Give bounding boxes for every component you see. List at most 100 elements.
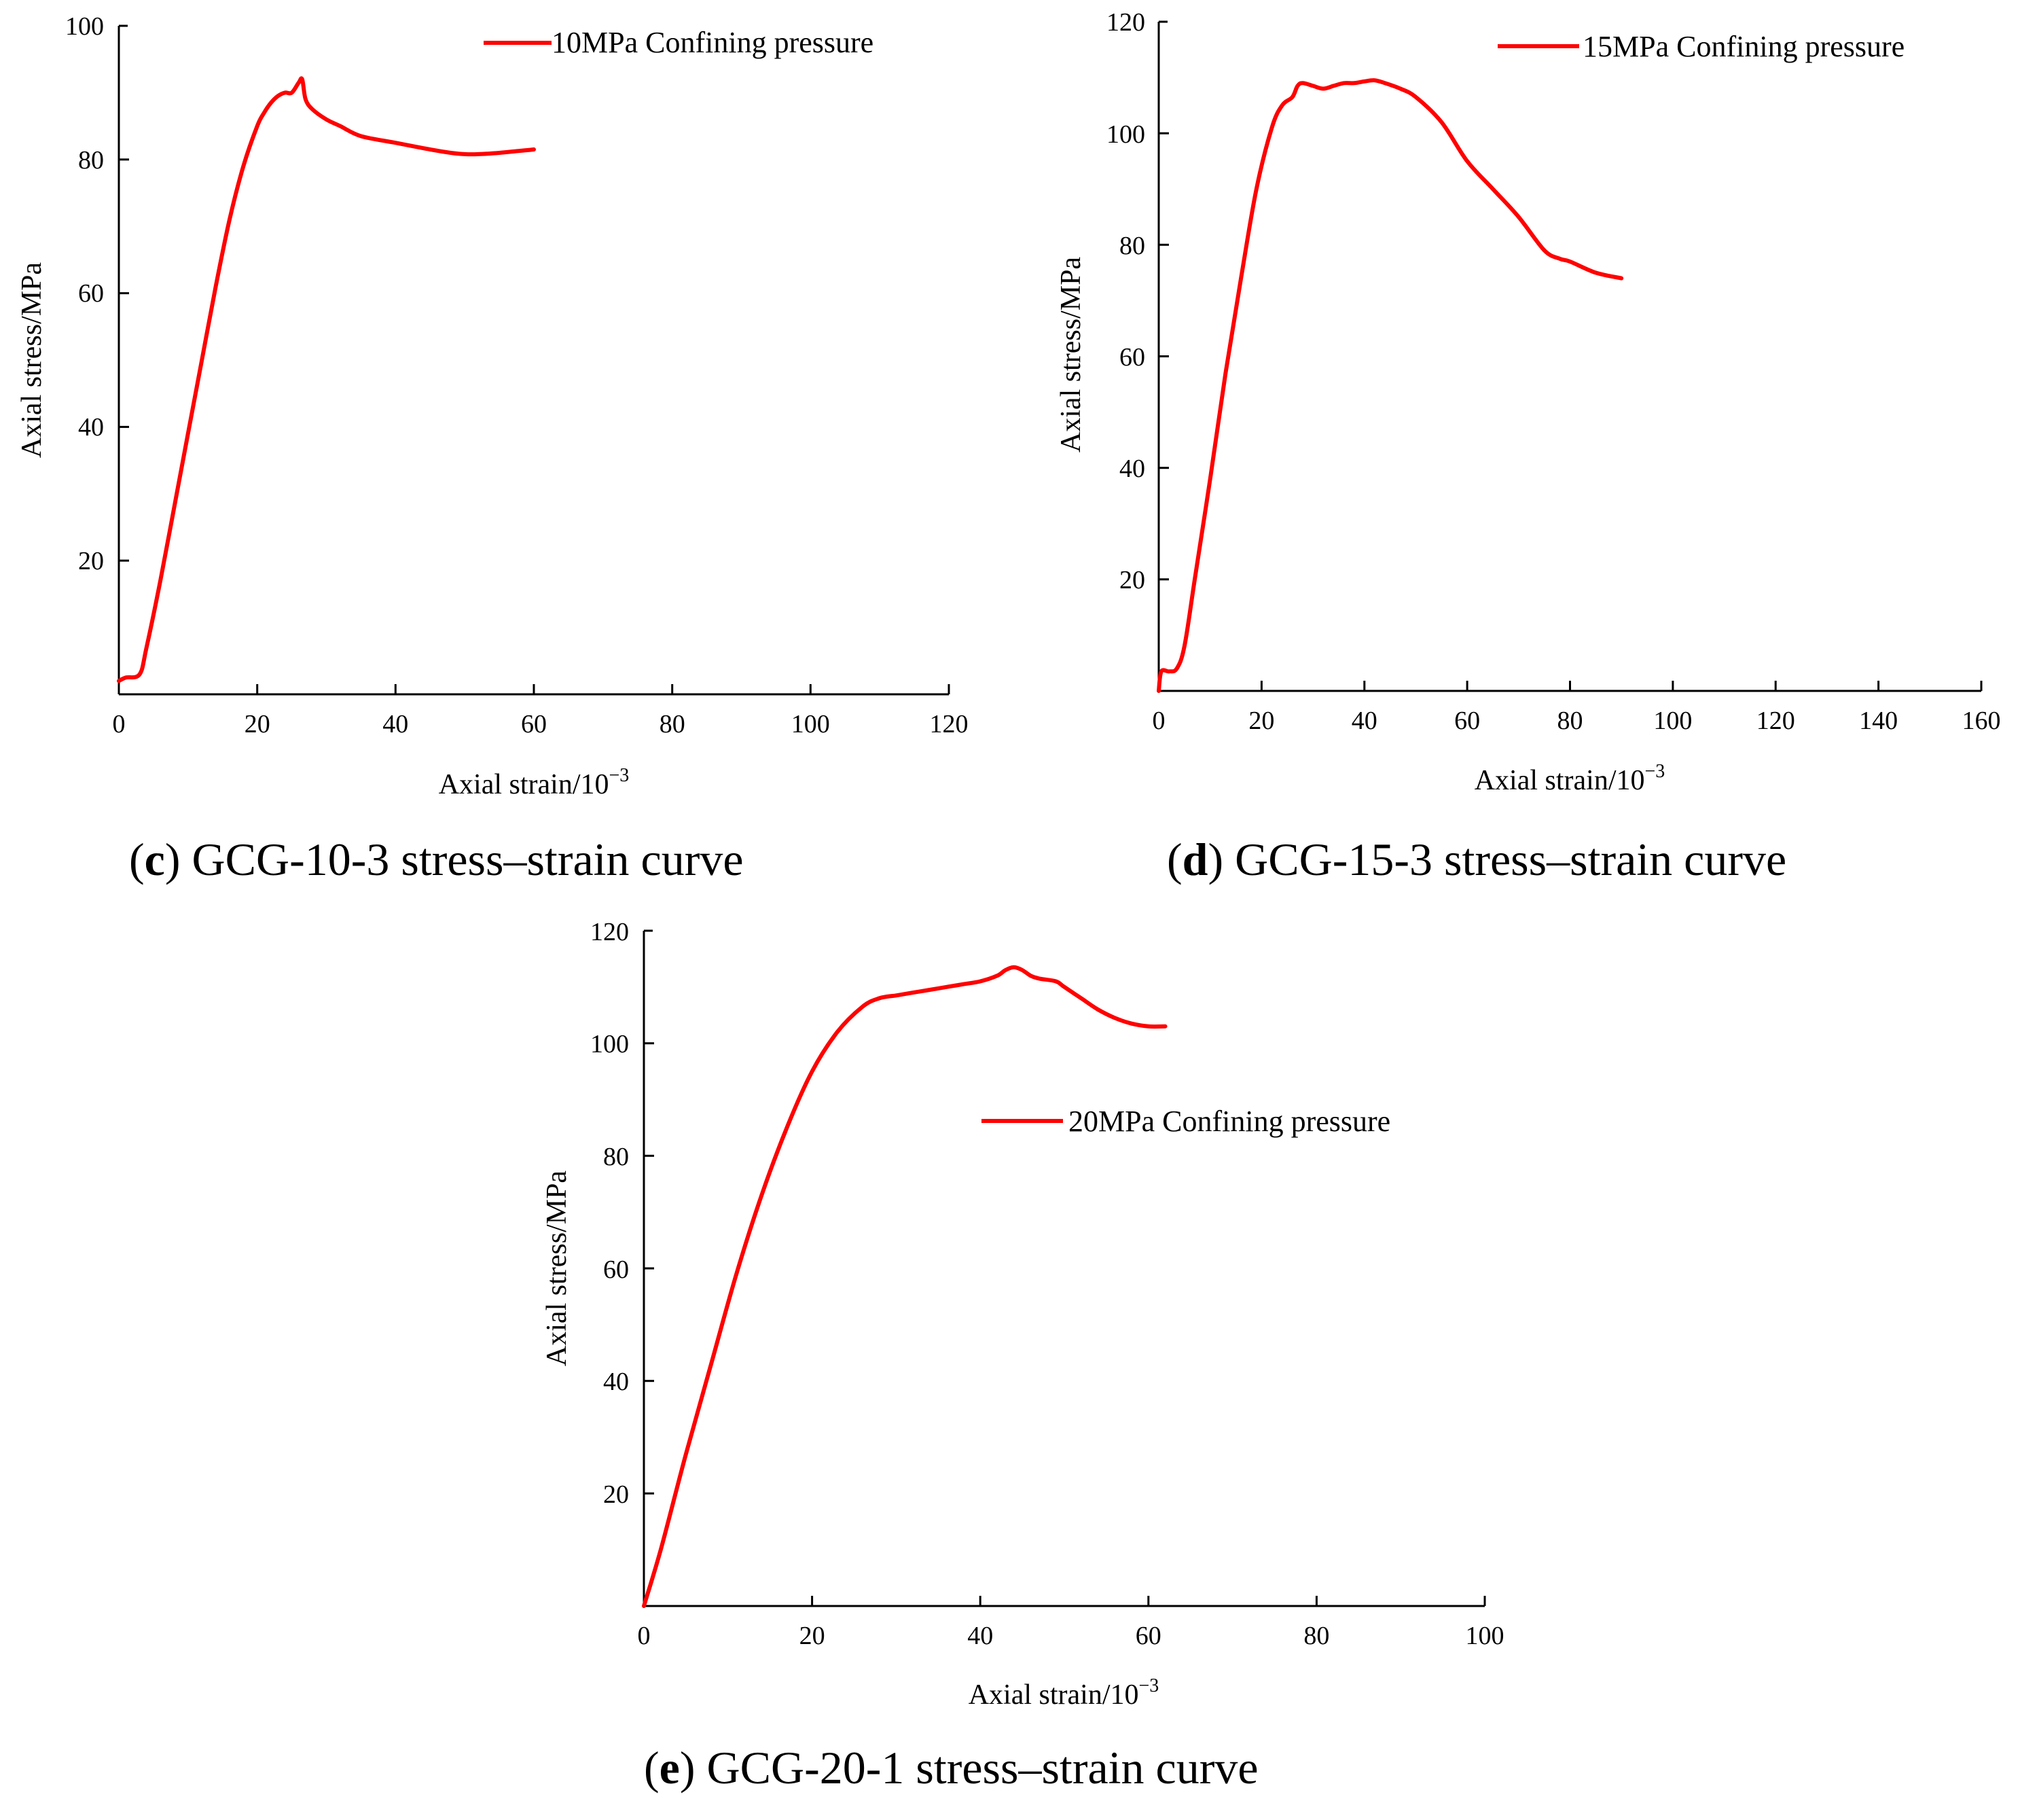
panel-c-y-tick: 20 bbox=[78, 547, 129, 575]
panel-e-series-line bbox=[642, 965, 1168, 1608]
panel-d-x-ticks: 0 20 40 60 80 100 120 140 160 bbox=[1153, 681, 2001, 735]
panel-e-y-tick: 100 bbox=[590, 1030, 654, 1058]
panel-d-y-tick: 100 bbox=[1106, 120, 1169, 149]
panel-e-y-tick: 20 bbox=[603, 1480, 654, 1509]
panel-e-x-ticks: 0 20 40 60 80 100 bbox=[638, 1596, 1504, 1650]
panel-d-axes bbox=[1157, 20, 1981, 692]
panel-d-x-tick: 100 bbox=[1653, 681, 1692, 735]
panel-d-x-tick-label: 120 bbox=[1756, 707, 1795, 735]
panel-c-y-tick-label: 20 bbox=[78, 547, 104, 575]
panel-c-y-tick-label: 100 bbox=[65, 12, 104, 41]
panel-d-series-line bbox=[1157, 78, 1624, 693]
panel-e-y-tick-label: 80 bbox=[603, 1143, 629, 1171]
panel-c-y-tick-label: 40 bbox=[78, 413, 104, 442]
panel-c-x-tick: 60 bbox=[521, 684, 547, 738]
panel-d-y-tick: 120 bbox=[1106, 8, 1145, 37]
panel-d-y-tick-label: 120 bbox=[1106, 8, 1145, 37]
panel-e-caption-letter: e bbox=[660, 1742, 680, 1794]
panel-e-legend-label: 20MPa Confining pressure bbox=[1068, 1105, 1390, 1138]
panel-e-y-tick-label: 20 bbox=[603, 1480, 629, 1509]
panel-d-x-tick-label: 160 bbox=[1962, 707, 2001, 735]
panel-c-x-tick: 40 bbox=[382, 684, 408, 738]
panel-c-legend: 10MPa Confining pressure bbox=[484, 26, 873, 59]
panel-e-axes bbox=[643, 929, 1485, 1607]
panel-e-x-tick-label: 40 bbox=[967, 1622, 993, 1650]
panel-c-x-tick: 100 bbox=[791, 684, 830, 738]
panel-e-y-ticks: 20 40 60 80 100 120 bbox=[590, 918, 654, 1509]
panel-d-x-tick-label: 100 bbox=[1653, 707, 1692, 735]
panel-d-x-tick: 40 bbox=[1352, 681, 1377, 735]
panel-d-caption-letter: d bbox=[1183, 834, 1208, 885]
panel-e-x-tick-label: 60 bbox=[1136, 1622, 1161, 1650]
panel-c-x-axis-title: Axial strain/10−3 bbox=[439, 765, 630, 800]
panel-d-legend-label: 15MPa Confining pressure bbox=[1583, 30, 1905, 63]
panel-d-x-tick: 20 bbox=[1248, 681, 1274, 735]
panel-c-x-ticks: 0 20 40 60 80 100 120 bbox=[113, 684, 969, 738]
panel-d-x-axis-title: Axial strain/10−3 bbox=[1475, 761, 1665, 796]
panel-e-caption: (e) GCG-20-1 stress–strain curve bbox=[644, 1742, 1259, 1794]
panel-e-x-tick-label: 20 bbox=[799, 1622, 825, 1650]
panel-e-x-tick: 100 bbox=[1466, 1596, 1504, 1650]
panel-d: 0 20 40 60 80 100 120 140 160 20 40 60 8… bbox=[1056, 8, 2001, 885]
panel-c-x-tick-label: 60 bbox=[521, 710, 547, 738]
panel-c-x-tick-label: 0 bbox=[113, 710, 126, 738]
panel-e-x-axis-title-exp: −3 bbox=[1139, 1675, 1159, 1696]
panel-d-x-tick: 140 bbox=[1859, 681, 1898, 735]
panel-c: 0 20 40 60 80 100 120 20 40 60 80 100 10… bbox=[16, 12, 969, 885]
panel-d-caption: (d) GCG-15-3 stress–strain curve bbox=[1167, 834, 1786, 885]
panel-d-x-axis-title-base: Axial strain/10 bbox=[1475, 765, 1645, 796]
panel-d-x-tick-label: 40 bbox=[1352, 707, 1377, 735]
panel-d-x-tick: 80 bbox=[1557, 681, 1583, 735]
panel-e-x-tick: 60 bbox=[1136, 1596, 1161, 1650]
panel-d-y-tick: 60 bbox=[1119, 343, 1169, 372]
panel-c-y-axis-title: Axial stress/MPa bbox=[16, 262, 48, 459]
panel-c-axes bbox=[118, 24, 949, 696]
panel-e-y-tick: 80 bbox=[603, 1143, 654, 1171]
panel-c-legend-label: 10MPa Confining pressure bbox=[552, 26, 873, 59]
panel-e-x-tick-label: 100 bbox=[1466, 1622, 1504, 1650]
panel-e-y-tick-label: 120 bbox=[590, 918, 629, 946]
panel-c-x-axis-title-exp: −3 bbox=[609, 765, 630, 786]
panel-d-legend: 15MPa Confining pressure bbox=[1498, 30, 1905, 63]
panel-c-y-ticks: 20 40 60 80 100 bbox=[65, 12, 129, 575]
panel-e-y-tick-label: 100 bbox=[590, 1030, 629, 1058]
panel-d-caption-text: GCG-15-3 stress–strain curve bbox=[1235, 834, 1786, 885]
panel-e-y-tick: 60 bbox=[603, 1255, 654, 1284]
panel-e-x-axis-title-base: Axial strain/10 bbox=[969, 1679, 1139, 1711]
panel-d-x-tick: 120 bbox=[1756, 681, 1795, 735]
panel-e-caption-text: GCG-20-1 stress–strain curve bbox=[707, 1742, 1259, 1794]
panel-c-x-tick-label: 80 bbox=[660, 710, 685, 738]
panel-c-x-tick-label: 20 bbox=[245, 710, 270, 738]
panel-c-caption-text: GCG-10-3 stress–strain curve bbox=[192, 834, 744, 885]
panel-d-y-ticks: 20 40 60 80 100 120 bbox=[1106, 8, 1169, 594]
panel-d-y-tick-label: 60 bbox=[1119, 343, 1145, 372]
panel-c-x-tick: 120 bbox=[930, 684, 969, 738]
panel-e-y-axis-title: Axial stress/MPa bbox=[541, 1171, 573, 1367]
panel-c-series-line bbox=[117, 76, 536, 683]
panel-c-y-tick: 100 bbox=[65, 12, 104, 41]
panel-e-y-tick: 40 bbox=[603, 1368, 654, 1396]
panel-d-y-tick: 80 bbox=[1119, 232, 1169, 260]
panel-e-y-tick-label: 60 bbox=[603, 1255, 629, 1284]
panel-d-x-tick: 160 bbox=[1962, 681, 2001, 735]
panel-e-x-tick: 20 bbox=[799, 1596, 825, 1650]
panel-c-x-tick: 80 bbox=[660, 684, 685, 738]
panel-d-y-tick-label: 80 bbox=[1119, 232, 1145, 260]
panel-d-x-tick-label: 140 bbox=[1859, 707, 1898, 735]
panel-e-x-tick-label: 80 bbox=[1303, 1622, 1329, 1650]
panel-c-x-tick-label: 100 bbox=[791, 710, 830, 738]
panel-d-y-tick-label: 100 bbox=[1106, 120, 1145, 149]
panel-c-y-tick: 60 bbox=[78, 279, 129, 308]
panel-c-caption-letter: c bbox=[145, 834, 165, 885]
panel-c-caption: (c) GCG-10-3 stress–strain curve bbox=[129, 834, 744, 885]
panel-e-x-axis-title: Axial strain/10−3 bbox=[969, 1675, 1159, 1711]
panel-e-x-tick: 80 bbox=[1303, 1596, 1329, 1650]
panel-e-y-tick: 120 bbox=[590, 918, 629, 946]
panel-e-x-tick-label: 0 bbox=[638, 1622, 651, 1650]
panel-c-x-tick-label: 40 bbox=[382, 710, 408, 738]
panel-d-y-tick-label: 20 bbox=[1119, 566, 1145, 594]
panel-d-y-tick: 20 bbox=[1119, 566, 1169, 594]
panel-d-x-tick-label: 60 bbox=[1454, 707, 1480, 735]
panel-c-x-tick: 0 bbox=[113, 684, 126, 738]
